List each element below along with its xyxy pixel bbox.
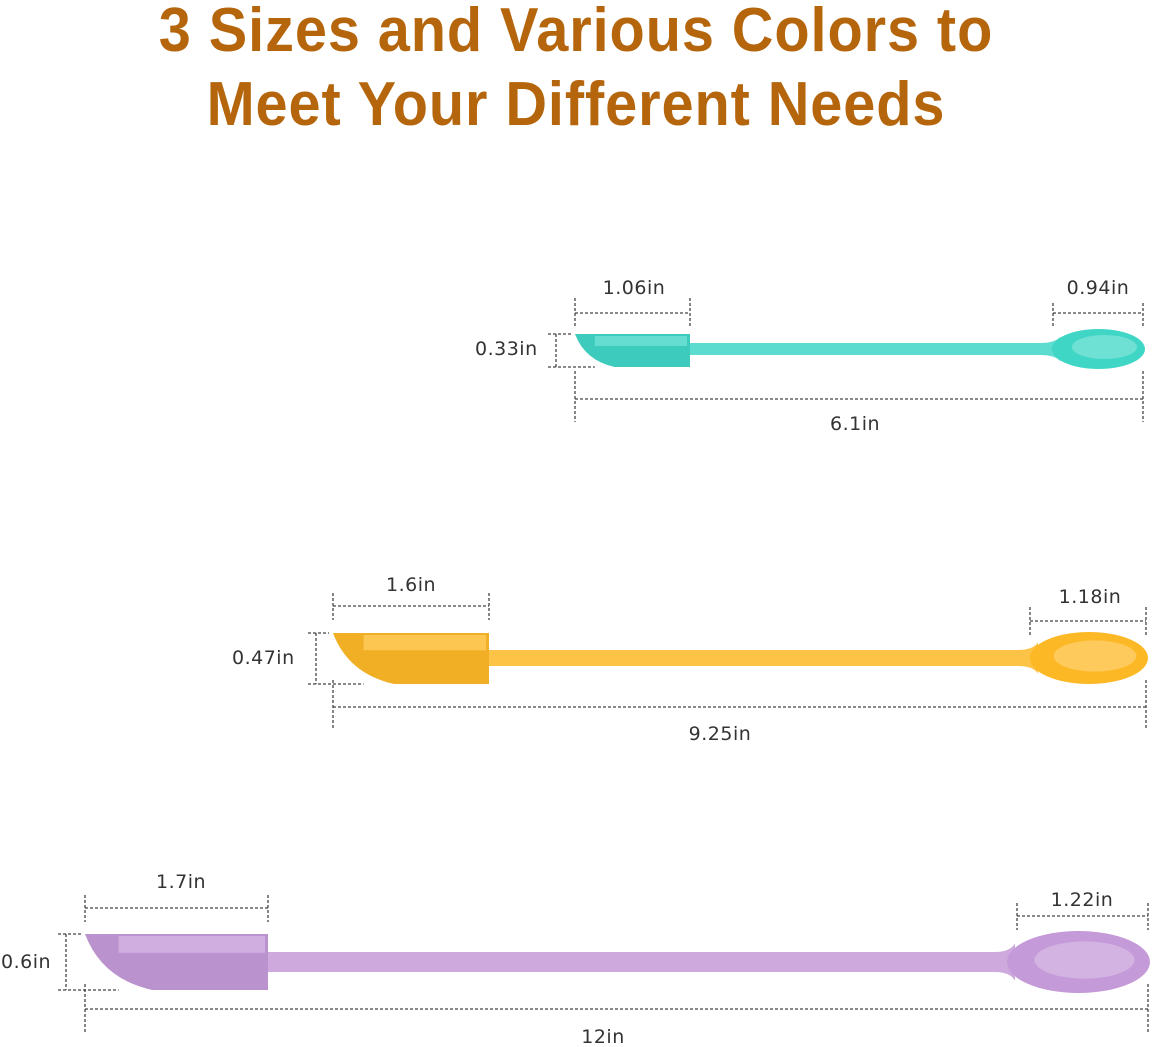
small-total-length-label: 6.1in (829, 413, 881, 435)
small-head-width-label: 0.33in (475, 338, 538, 360)
large-head-highlight (118, 936, 265, 953)
large-head-width-label: 0.6in (1, 951, 52, 973)
small-head-length-label: 1.06in (602, 277, 666, 299)
title-line-1: 3 Sizes and Various Colors to (158, 0, 994, 65)
small-head-highlight (594, 336, 687, 346)
large-head-length-label: 1.7in (155, 871, 207, 893)
small-spoon-bowl (1071, 335, 1138, 359)
large-spoon-bowl (1034, 941, 1135, 979)
large-total-length-label: 12in (581, 1026, 625, 1047)
medium-total-length-label: 9.25in (688, 723, 752, 745)
medium-head-width-label: 0.47in (232, 647, 295, 669)
small-handle (686, 337, 1060, 361)
medium-handle (485, 642, 1038, 674)
medium-spoon-bowl (1053, 640, 1137, 672)
small-spoon-length-label: 0.94in (1066, 277, 1130, 299)
large-spoon-length-label: 1.22in (1050, 889, 1114, 911)
medium-head-highlight (363, 635, 486, 651)
title-line-2: Meet Your Different Needs (206, 70, 946, 139)
large-handle (264, 943, 1015, 981)
medium-spoon-length-label: 1.18in (1058, 586, 1122, 608)
medium-head-length-label: 1.6in (385, 574, 437, 596)
